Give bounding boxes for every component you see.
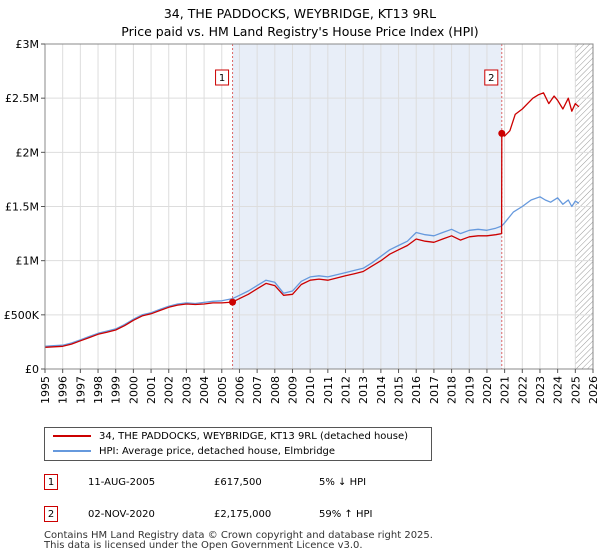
x-tick-label: 2020 [481,376,494,404]
footer-copyright: Contains HM Land Registry data © Crown c… [44,530,433,541]
footer-licence: This data is licensed under the Open Gov… [44,540,363,551]
sale-label-box [484,69,499,86]
hpi-line [45,196,580,347]
legend-label-hpi: HPI: Average price, detached house, Elmb… [99,446,336,457]
sale-date: 11-AUG-2005 [88,477,156,488]
x-tick-label: 2002 [163,376,176,404]
y-tick-label: £1M [16,255,40,268]
x-tick-label: 2003 [180,376,193,404]
x-tick-label: 1998 [92,376,105,404]
x-tick-label: 2024 [552,376,565,404]
x-tick-label: 2000 [127,376,140,404]
y-tick-label: £0 [25,363,39,376]
legend-item-property: 34, THE PADDOCKS, WEYBRIDGE, KT13 9RL (d… [53,429,408,445]
x-tick-label: 2010 [304,376,317,404]
x-tick-label: 2005 [216,376,229,404]
y-tick-label: £1.5M [5,201,39,214]
y-tick-label: £500K [4,309,40,322]
x-tick-label: 2023 [534,376,547,404]
x-tick-label: 2013 [357,376,370,404]
legend-item-hpi: HPI: Average price, detached house, Elmb… [53,444,335,460]
legend: 34, THE PADDOCKS, WEYBRIDGE, KT13 9RL (d… [44,427,432,461]
x-tick-label: 1999 [110,376,123,404]
x-tick-label: 2026 [587,376,600,404]
sale-number-badge: 2 [44,506,58,522]
x-tick-label: 2001 [145,376,158,404]
y-tick-label: £3M [16,38,40,51]
sale-price: £2,175,000 [214,509,272,520]
x-tick-label: 2017 [428,376,441,404]
chart-title: 34, THE PADDOCKS, WEYBRIDGE, KT13 9RL Pr… [0,5,600,41]
x-tick-label: 1995 [39,376,52,404]
sale-hpi-diff: 5% ↓ HPI [319,477,367,488]
x-tick-label: 2021 [499,376,512,404]
x-tick-label: 2011 [322,376,335,404]
legend-swatch-red [53,435,91,437]
x-tick-label: 2014 [375,376,388,404]
x-tick-label: 2006 [233,376,246,404]
x-tick-label: 2016 [410,376,423,404]
legend-label-property: 34, THE PADDOCKS, WEYBRIDGE, KT13 9RL (d… [99,431,409,442]
sale-point [229,298,237,306]
x-tick-label: 2007 [251,376,264,404]
price-chart: 1 2 £0 £500K £1M £1.5M £2M £2.5M £3M 1995 1996 1997… [4,38,600,404]
sale-date: 02-NOV-2020 [88,509,155,520]
title-line-2: Price paid vs. HM Land Registry's House … [121,24,479,39]
x-tick-label: 1997 [74,376,87,404]
x-tick-label: 2009 [286,376,299,404]
sale-hpi-diff: 59% ↑ HPI [319,509,373,520]
footer: Contains HM Land Registry data © Crown c… [44,531,433,551]
sale-label-box [215,69,230,86]
x-tick-label: 2018 [446,376,459,404]
y-tick-label: £2.5M [5,92,39,105]
sale-price: £617,500 [214,477,262,488]
legend-swatch-blue [53,450,91,452]
sale-point [498,129,506,137]
x-tick-label: 2012 [340,376,353,404]
sale-number-badge: 1 [44,474,58,490]
x-tick-label: 2004 [198,376,211,404]
x-tick-label: 2008 [269,376,282,404]
x-tick-label: 2025 [569,376,582,404]
title-line-1: 34, THE PADDOCKS, WEYBRIDGE, KT13 9RL [163,6,437,21]
x-tick-label: 2015 [393,376,406,404]
sale-label-text: 1 [219,73,225,84]
y-tick-label: £2M [16,146,40,159]
x-tick-label: 2019 [463,376,476,404]
property-price-line [45,92,580,348]
x-tick-label: 1996 [57,376,70,404]
sale-label-text: 2 [488,73,494,84]
x-tick-label: 2022 [516,376,529,404]
